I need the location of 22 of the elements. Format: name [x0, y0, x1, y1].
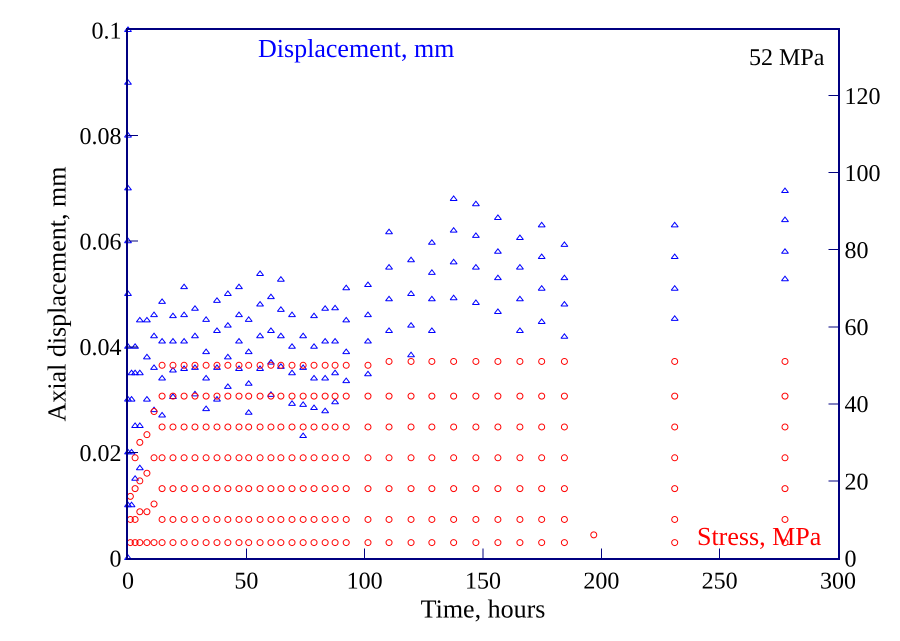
y-tick-label: 0.08: [79, 124, 122, 150]
y-tick-label: 0.02: [79, 440, 122, 467]
x-axis-title: Time, hours: [420, 594, 546, 624]
series-label: Stress, MPa: [697, 522, 822, 551]
y2-tick-label: 60: [844, 315, 869, 342]
x-tick-label: 50: [234, 568, 258, 595]
x-tick-label: 100: [346, 568, 383, 595]
x-tick-label: 250: [702, 568, 738, 595]
y-axis-title: Axial displacement, mm: [42, 166, 72, 422]
y2-tick-label: 100: [844, 161, 881, 187]
text: Displacement, mm: [258, 34, 454, 63]
x-tick-label: 200: [583, 568, 620, 595]
x-tick-label: 150: [465, 568, 501, 595]
y-tick-label: 0.06: [79, 230, 122, 256]
y2-tick-label: 20: [844, 469, 869, 496]
y-tick-label: 0.04: [79, 335, 122, 362]
y2-tick-label: 40: [844, 392, 869, 418]
annotation: 52 MPa: [749, 45, 825, 71]
y-tick-label: 0.1: [91, 18, 122, 44]
y2-tick-label: 120: [844, 84, 881, 110]
y2-tick-label: 80: [844, 238, 869, 264]
y-tick-label: 0: [109, 546, 122, 572]
